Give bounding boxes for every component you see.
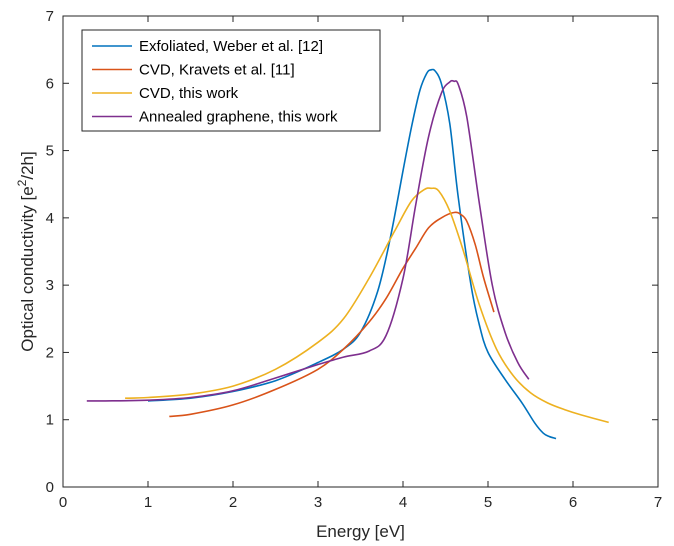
y-tick-label: 2 xyxy=(46,344,54,361)
axis-ticks: 0 1 2 3 4 5 6 7 0 1 2 3 4 5 6 7 xyxy=(46,8,663,511)
y-tick-label: 3 xyxy=(46,277,54,294)
x-tick-label: 2 xyxy=(229,494,237,511)
x-tick-label: 0 xyxy=(59,494,67,511)
y-axis-label-superscript: 2 xyxy=(15,179,29,186)
x-tick-label: 3 xyxy=(314,494,322,511)
x-tick-label: 1 xyxy=(144,494,152,511)
series-line-1 xyxy=(147,68,557,440)
legend-entry-1: Exfoliated, Weber et al. [12] xyxy=(139,38,323,55)
series-line-2 xyxy=(169,211,495,418)
y-tick-label: 6 xyxy=(46,75,54,92)
x-tick-label: 6 xyxy=(569,494,577,511)
series-line-3 xyxy=(125,187,609,424)
legend-entry-4: Annealed graphene, this work xyxy=(139,109,338,126)
x-axis-label: Energy [eV] xyxy=(316,522,405,541)
series-lines xyxy=(86,68,609,440)
y-tick-label: 4 xyxy=(46,210,54,227)
series-line-4 xyxy=(86,79,530,402)
y-axis-label-rest: /2h] xyxy=(18,151,37,179)
y-tick-label: 1 xyxy=(46,412,54,429)
x-tick-label: 7 xyxy=(654,494,662,511)
legend: Exfoliated, Weber et al. [12] CVD, Kravet… xyxy=(81,29,381,132)
plot-area-frame xyxy=(62,15,659,488)
y-axis-label-base: Optical conductivity [e xyxy=(18,186,37,351)
x-tick-label: 5 xyxy=(484,494,492,511)
legend-entry-2: CVD, Kravets et al. [11] xyxy=(139,62,295,79)
y-tick-label: 0 xyxy=(46,479,54,496)
y-tick-label: 5 xyxy=(46,143,54,160)
y-axis-label: Optical conductivity [e2/2h] xyxy=(15,151,37,351)
x-tick-label: 4 xyxy=(399,494,407,511)
legend-entry-3: CVD, this work xyxy=(139,85,239,102)
y-tick-label: 7 xyxy=(46,8,54,25)
legend-box xyxy=(81,29,381,132)
